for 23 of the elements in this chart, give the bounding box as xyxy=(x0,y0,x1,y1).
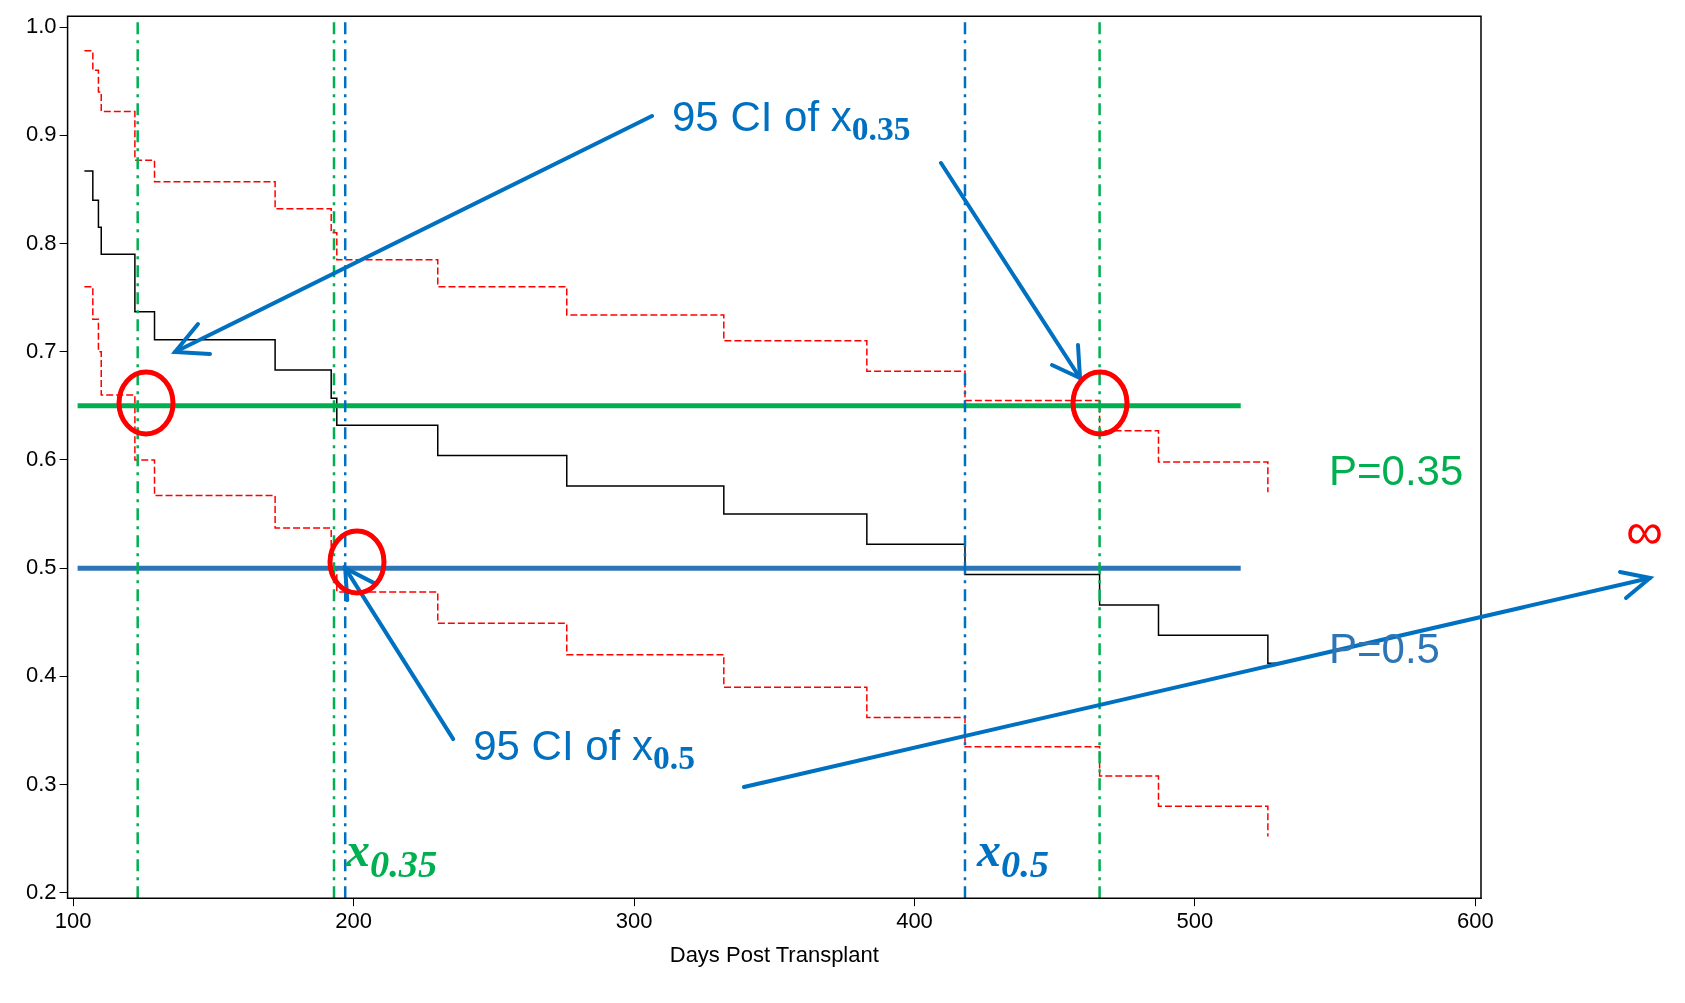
x-tick-label: 100 xyxy=(54,908,92,934)
x-tick-label: 600 xyxy=(1457,908,1494,934)
y-tick-label: 0.5 xyxy=(25,554,57,580)
y-tick-label: 0.6 xyxy=(25,445,57,471)
x-tick-label: 400 xyxy=(896,908,933,934)
y-tick-label: 0.4 xyxy=(25,662,57,688)
annotation: P=0.35 xyxy=(1329,447,1464,494)
ref-line-label: x$_{0.5}$ xyxy=(976,823,1049,885)
y-tick-label: 1.0 xyxy=(25,13,57,39)
y-tick-label: 0.3 xyxy=(25,770,57,796)
y-tick-label: 0.2 xyxy=(25,878,57,904)
y-tick-label: 0.9 xyxy=(25,121,57,147)
annotation: P=0.5 xyxy=(1329,625,1440,672)
annotation: 95 CI of x$_{0.5}$ xyxy=(473,722,695,777)
x-tick-label: 300 xyxy=(615,908,653,934)
annotation: 95 CI of x$_{0.35}$ xyxy=(672,93,911,148)
x-tick-label: 200 xyxy=(335,908,372,934)
x-tick-label: 500 xyxy=(1176,908,1214,934)
y-tick-label: 0.7 xyxy=(25,337,57,363)
ref-line-label: x$_{0.35}$ xyxy=(346,823,438,885)
text: ∞ xyxy=(1626,502,1664,560)
x-axis-title: Days Post Transplant xyxy=(669,941,879,967)
y-tick-label: 0.8 xyxy=(25,229,57,255)
